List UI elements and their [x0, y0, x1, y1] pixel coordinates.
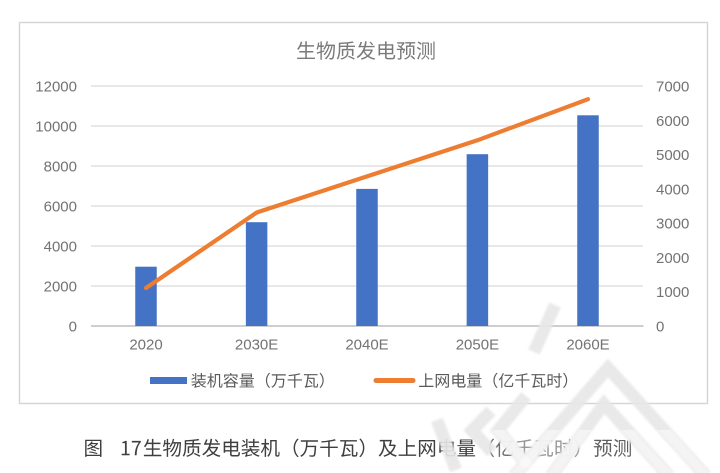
svg-text:7000: 7000: [656, 79, 689, 96]
svg-text:2000: 2000: [44, 279, 77, 296]
svg-text:2060E: 2060E: [566, 336, 609, 353]
svg-text:2050E: 2050E: [456, 336, 499, 353]
svg-text:3000: 3000: [656, 216, 689, 233]
svg-text:0: 0: [69, 319, 77, 336]
svg-text:1000: 1000: [656, 284, 689, 301]
svg-text:2020: 2020: [129, 336, 162, 353]
svg-text:0: 0: [656, 319, 664, 336]
svg-text:12000: 12000: [35, 79, 77, 96]
svg-text:4000: 4000: [44, 239, 77, 256]
svg-text:2040E: 2040E: [345, 336, 388, 353]
svg-text:6000: 6000: [44, 199, 77, 216]
svg-text:2030E: 2030E: [235, 336, 278, 353]
svg-text:2000: 2000: [656, 250, 689, 267]
svg-text:4000: 4000: [656, 181, 689, 198]
svg-text:6000: 6000: [656, 113, 689, 130]
svg-text:5000: 5000: [656, 147, 689, 164]
svg-text:10000: 10000: [35, 119, 77, 136]
svg-text:8000: 8000: [44, 159, 77, 176]
